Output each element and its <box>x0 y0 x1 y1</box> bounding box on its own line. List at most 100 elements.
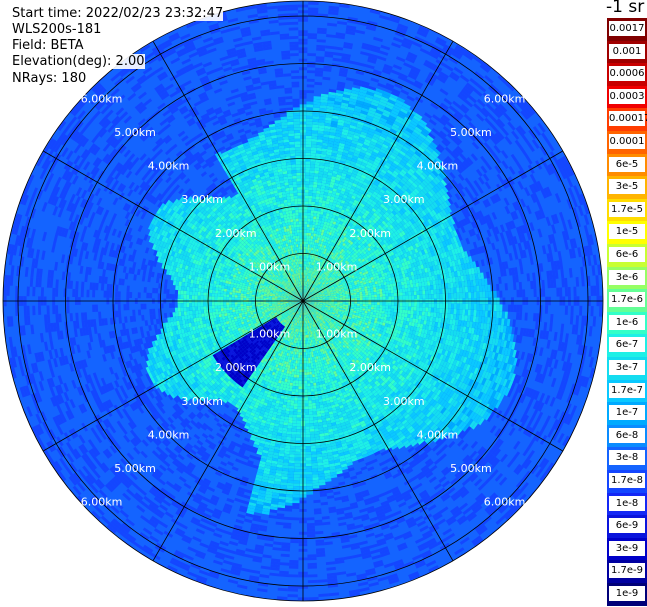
ppi-cell <box>354 213 359 218</box>
ppi-cell <box>476 304 480 311</box>
ppi-cell <box>456 303 460 310</box>
ppi-cell <box>352 232 357 237</box>
ppi-cell <box>354 196 360 202</box>
ppi-cell <box>304 278 305 282</box>
ppi-cell <box>304 187 309 190</box>
ppi-cell <box>413 310 417 315</box>
ppi-cell <box>320 208 325 213</box>
ppi-cell <box>374 158 381 164</box>
ppi-cell <box>334 182 339 187</box>
ppi-cell <box>308 1 319 5</box>
ppi-cell <box>320 188 325 192</box>
ppi-cell <box>312 116 320 120</box>
ppi-cell <box>468 292 472 299</box>
ppi-cell <box>374 195 381 201</box>
ppi-cell <box>358 167 365 172</box>
ppi-cell <box>321 151 327 155</box>
ppi-cell <box>338 214 343 219</box>
ppi-cell <box>323 251 326 255</box>
ppi-cell <box>343 88 352 93</box>
ppi-cell <box>323 134 330 138</box>
ppi-cell <box>324 186 330 190</box>
ppi-cell <box>438 312 443 318</box>
ppi-cell <box>334 135 341 140</box>
ppi-cell <box>390 311 394 316</box>
ppi-cell <box>307 218 311 222</box>
ppi-cell <box>308 195 313 199</box>
ppi-cell <box>385 189 391 195</box>
ppi-cell <box>342 250 346 254</box>
ppi-cell <box>393 36 404 43</box>
ppi-cell <box>308 241 311 245</box>
ppi-cell <box>311 271 314 275</box>
ppi-cell <box>340 157 347 162</box>
ppi-cell <box>362 42 372 48</box>
ppi-cell <box>348 148 355 153</box>
ppi-cell <box>413 291 417 296</box>
ppi-cell <box>334 237 338 242</box>
ppi-cell <box>405 57 415 64</box>
ppi-cell <box>311 198 316 202</box>
ppi-cell <box>437 132 446 140</box>
ppi-cell <box>340 209 346 214</box>
ppi-cell <box>379 148 386 154</box>
ppi-cell <box>428 294 432 299</box>
ppi-cell <box>321 145 328 149</box>
ppi-cell <box>331 214 336 219</box>
ppi-cell <box>372 312 377 316</box>
ppi-cell <box>305 290 307 293</box>
ppi-cell <box>308 238 311 242</box>
ppi-cell <box>361 221 366 226</box>
ppi-cell <box>345 159 352 164</box>
ppi-cell <box>340 224 345 229</box>
ppi-cell <box>311 287 314 290</box>
ppi-cell <box>393 308 397 313</box>
ppi-cell <box>337 186 342 191</box>
ppi-cell <box>328 5 340 10</box>
ppi-cell <box>325 180 331 185</box>
ppi-cell <box>390 308 394 313</box>
ppi-cell <box>456 292 460 299</box>
ppi-cell <box>331 301 335 303</box>
ppi-cell <box>393 292 397 297</box>
ppi-cell <box>496 311 500 319</box>
ppi-cell <box>367 146 375 152</box>
ppi-cell <box>308 291 311 295</box>
ppi-cell <box>567 287 571 297</box>
ppi-cell <box>336 153 343 158</box>
ppi-cell <box>325 201 330 205</box>
ppi-cell <box>357 94 366 100</box>
ppi-cell <box>368 107 377 113</box>
ppi-cell <box>325 239 329 244</box>
ppi-cell <box>344 189 350 194</box>
ppi-cell <box>418 282 422 287</box>
ppi-cell <box>473 285 477 293</box>
ppi-cell <box>350 92 359 98</box>
ppi-cell <box>319 211 324 215</box>
ppi-cell <box>322 136 329 141</box>
ppi-cell <box>357 225 363 231</box>
ppi-cell <box>327 192 332 197</box>
ppi-cell <box>335 133 342 138</box>
ppi-cell <box>394 31 406 38</box>
ppi-cell <box>325 45 335 50</box>
ppi-cell <box>334 224 338 229</box>
ppi-cell <box>473 291 477 298</box>
ppi-cell <box>344 120 351 125</box>
ppi-cell <box>379 291 383 295</box>
ppi-cell <box>382 305 386 309</box>
ppi-cell <box>315 222 319 226</box>
ppi-cell <box>376 106 385 113</box>
ppi-cell <box>311 268 313 271</box>
ppi-cell <box>306 90 314 94</box>
ppi-cell <box>306 272 308 276</box>
ppi-cell <box>314 248 317 252</box>
ppi-cell <box>354 298 358 301</box>
ppi-cell <box>328 94 336 99</box>
ppi-cell <box>381 310 385 314</box>
ppi-cell <box>319 191 325 195</box>
ppi-cell <box>337 119 345 124</box>
ppi-cell <box>400 316 405 321</box>
ppi-cell <box>368 292 372 296</box>
ppi-cell <box>311 135 318 140</box>
